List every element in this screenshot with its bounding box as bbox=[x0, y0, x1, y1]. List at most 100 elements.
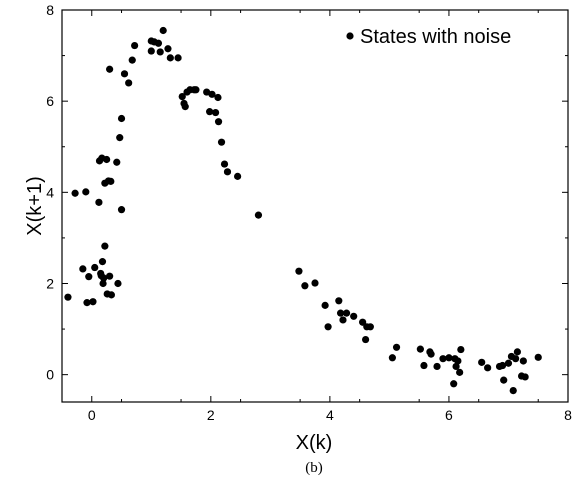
data-point bbox=[254, 211, 263, 219]
data-point bbox=[156, 48, 164, 56]
y-axis-label: X(k+1) bbox=[24, 176, 46, 235]
data-point bbox=[324, 323, 332, 331]
data-point bbox=[116, 134, 124, 142]
y-tick-label: 6 bbox=[46, 93, 54, 109]
data-point bbox=[174, 54, 182, 62]
data-point bbox=[223, 168, 232, 176]
data-point bbox=[79, 265, 87, 273]
data-point bbox=[439, 355, 447, 363]
data-point bbox=[113, 158, 121, 166]
data-point bbox=[125, 79, 133, 87]
data-point bbox=[106, 65, 114, 73]
x-tick-label: 0 bbox=[88, 407, 96, 423]
data-point bbox=[220, 160, 229, 168]
data-point bbox=[456, 368, 464, 376]
x-tick-label: 8 bbox=[564, 407, 572, 423]
data-point bbox=[71, 189, 79, 197]
data-point bbox=[85, 273, 93, 281]
data-point bbox=[166, 54, 174, 62]
data-point bbox=[350, 312, 358, 320]
data-point bbox=[100, 274, 108, 282]
data-point bbox=[120, 70, 129, 78]
data-point bbox=[114, 279, 122, 288]
data-point bbox=[99, 279, 107, 288]
y-tick-label: 4 bbox=[46, 184, 54, 200]
data-point bbox=[214, 93, 222, 102]
plot-frame bbox=[61, 9, 569, 403]
data-point bbox=[131, 41, 139, 50]
data-point bbox=[107, 291, 116, 299]
data-point bbox=[234, 172, 242, 180]
data-point bbox=[64, 293, 72, 301]
data-point bbox=[98, 258, 107, 266]
data-point bbox=[366, 323, 374, 331]
data-point bbox=[339, 316, 347, 324]
data-point bbox=[484, 364, 492, 372]
data-point bbox=[208, 90, 216, 98]
data-point bbox=[500, 376, 508, 384]
data-point bbox=[206, 108, 214, 116]
data-point bbox=[433, 362, 441, 371]
data-point bbox=[427, 350, 435, 358]
data-point bbox=[342, 309, 351, 317]
figure-caption: (b) bbox=[305, 460, 323, 476]
data-point bbox=[416, 345, 424, 353]
data-point bbox=[335, 297, 343, 305]
y-tick-label: 2 bbox=[46, 275, 54, 291]
data-point bbox=[117, 114, 126, 123]
data-point bbox=[159, 26, 167, 35]
data-point bbox=[362, 335, 370, 344]
legend-label: States with noise bbox=[360, 26, 511, 48]
x-tick-label: 2 bbox=[207, 407, 215, 423]
data-point bbox=[128, 56, 136, 64]
data-point bbox=[301, 282, 309, 290]
data-point bbox=[181, 103, 189, 111]
data-point bbox=[457, 345, 465, 354]
y-tick-label: 0 bbox=[46, 367, 54, 383]
data-point bbox=[513, 348, 522, 356]
data-point bbox=[106, 272, 114, 280]
data-point bbox=[336, 309, 345, 317]
data-point bbox=[445, 354, 453, 362]
data-point bbox=[117, 206, 126, 214]
data-point bbox=[450, 380, 458, 388]
data-point bbox=[504, 359, 513, 367]
data-point bbox=[192, 86, 200, 94]
x-tick-label: 6 bbox=[445, 407, 453, 423]
data-point bbox=[178, 93, 186, 101]
data-point bbox=[498, 361, 507, 370]
data-point bbox=[164, 45, 172, 53]
data-point bbox=[359, 318, 367, 326]
data-point bbox=[295, 267, 303, 275]
ticks-layer: 0 2 4 6 8 0 2 4 6 8 bbox=[46, 2, 572, 423]
data-point bbox=[95, 198, 103, 206]
data-point bbox=[311, 279, 319, 287]
data-point bbox=[534, 353, 542, 361]
y-tick-label: 8 bbox=[46, 2, 54, 18]
data-point bbox=[89, 298, 97, 306]
data-point bbox=[420, 361, 428, 370]
data-point bbox=[83, 299, 91, 307]
data-point bbox=[478, 358, 486, 366]
data-point bbox=[217, 138, 226, 146]
data-point bbox=[154, 39, 163, 47]
data-point bbox=[103, 155, 111, 164]
data-point bbox=[521, 373, 529, 381]
data-point bbox=[91, 263, 99, 272]
data-point bbox=[101, 242, 109, 250]
x-axis-label: X(k) bbox=[296, 432, 333, 454]
data-point bbox=[321, 301, 329, 309]
data-point bbox=[147, 47, 155, 55]
data-point bbox=[454, 357, 462, 365]
legend: States with noise bbox=[346, 26, 511, 48]
points-layer bbox=[64, 26, 542, 395]
data-point bbox=[392, 343, 401, 351]
data-point bbox=[519, 357, 527, 365]
data-point bbox=[512, 355, 520, 363]
data-point bbox=[211, 108, 220, 117]
data-point bbox=[388, 354, 396, 362]
data-point bbox=[107, 177, 115, 185]
data-point bbox=[509, 387, 517, 395]
x-tick-label: 4 bbox=[326, 407, 334, 423]
